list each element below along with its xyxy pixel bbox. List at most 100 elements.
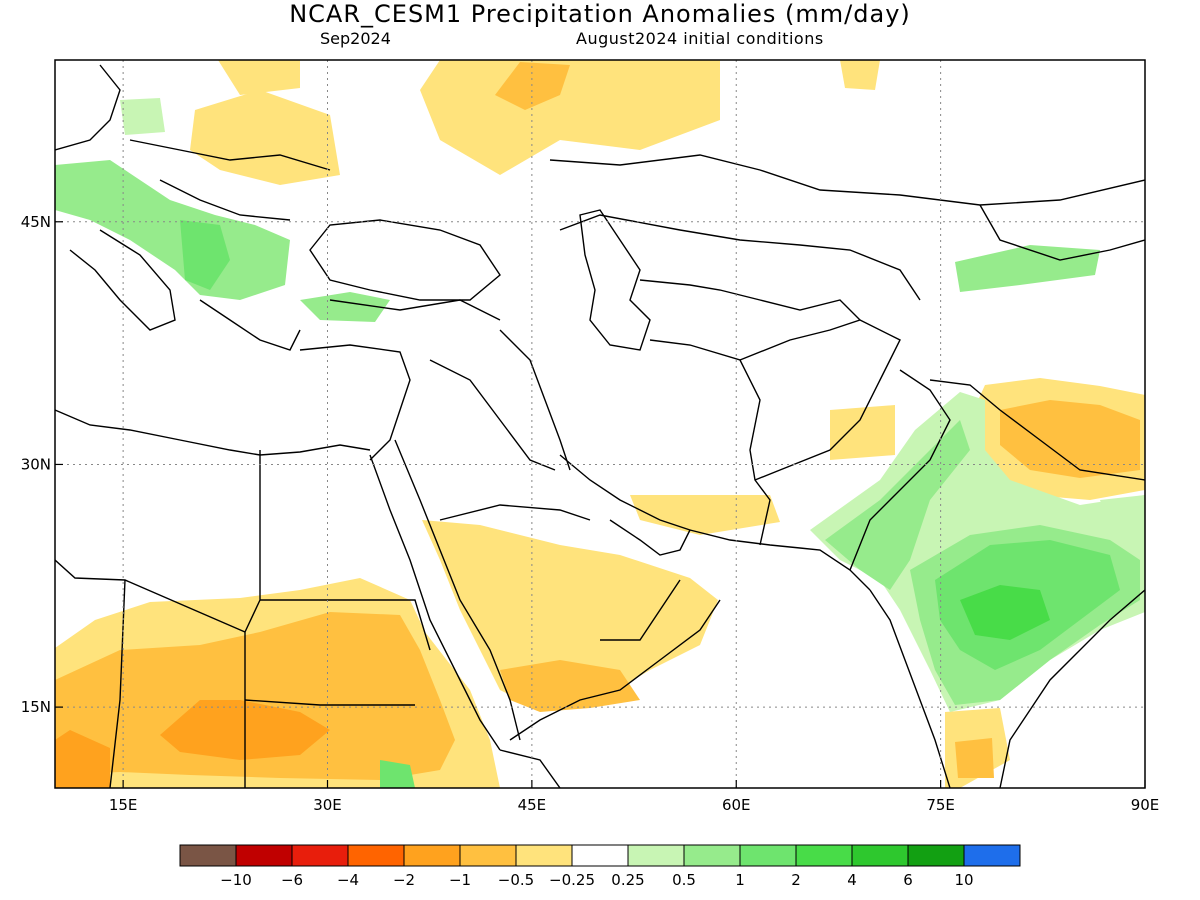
russia-dry-region — [420, 60, 720, 175]
colorbar-label: 1 — [735, 871, 745, 889]
border-africa-1 — [244, 450, 261, 788]
south-india-dry-core — [955, 738, 994, 778]
coastlines-borders — [55, 64, 1145, 788]
india-east-coast — [999, 589, 1145, 788]
x-tick-label: 60E — [722, 796, 751, 814]
east-india-wet-edge — [1100, 495, 1145, 530]
colorbar-label: −6 — [281, 871, 303, 889]
border-iraq-syria — [429, 359, 556, 471]
caspian-sea — [579, 209, 651, 351]
x-tick-label: 90E — [1131, 796, 1160, 814]
border-africa-5 — [244, 699, 415, 706]
north-africa-coast — [55, 409, 371, 456]
india-wet-mid — [825, 420, 970, 590]
colorbar-swatch — [907, 844, 965, 867]
border-africa-3 — [260, 599, 431, 651]
colorbar-label: −1 — [449, 871, 471, 889]
colorbar-label: 4 — [847, 871, 857, 889]
x-tick-label: 45E — [518, 796, 547, 814]
border-arabia-2 — [600, 579, 681, 641]
map-axes: 15E 30E 45E 60E 75E 90E 45N 30N 15N — [21, 213, 1160, 814]
y-tick-label: 30N — [21, 455, 51, 473]
himalaya-dry-core — [1000, 400, 1140, 478]
pakistan-dry-patch — [830, 405, 895, 460]
colorbar-label: 0.25 — [611, 871, 644, 889]
colorbar-swatch — [683, 844, 741, 867]
colorbar-swatch — [459, 844, 517, 867]
border-afghan — [739, 319, 901, 481]
central-india-wet-max — [960, 585, 1050, 640]
sahel-dry-core — [55, 612, 455, 780]
colorbar-label: −2 — [393, 871, 415, 889]
init-conditions-label: August2024 initial conditions — [576, 29, 824, 48]
colorbar-label: 0.5 — [672, 871, 696, 889]
colorbar-label: 10 — [954, 871, 973, 889]
greece-coast — [199, 299, 301, 351]
north-europe-dry — [218, 60, 300, 95]
balkans-wet-core — [180, 220, 230, 290]
black-sea — [309, 219, 501, 301]
map-title: NCAR_CESM1 Precipitation Anomalies (mm/d… — [289, 0, 911, 28]
border-central-asia — [639, 279, 861, 321]
colorbar-swatch — [403, 844, 461, 867]
colorbar-swatch — [851, 844, 909, 867]
arabia-dry-region — [422, 520, 718, 710]
colorbar-swatch — [739, 844, 797, 867]
map-gridlines — [55, 60, 1145, 788]
colorbar-label: −4 — [337, 871, 359, 889]
colorbar-swatch — [963, 844, 1021, 867]
colorbar-swatch — [627, 844, 685, 867]
colorbar-swatch — [515, 844, 573, 867]
x-tick-label: 30E — [313, 796, 342, 814]
border-pakistan-india — [849, 369, 951, 571]
border-europe-2 — [159, 179, 291, 221]
baltic-wet — [120, 98, 165, 135]
red-sea-east — [394, 439, 521, 741]
arabia-south-coast — [509, 599, 721, 741]
border-iran-2 — [649, 339, 771, 546]
border-turkey — [329, 299, 501, 321]
border-mongolia — [979, 204, 1145, 261]
colorbar-label: 6 — [903, 871, 913, 889]
horn-africa-coast — [499, 749, 561, 788]
y-tick-label: 15N — [21, 698, 51, 716]
valid-month-label: Sep2024 — [320, 29, 391, 48]
anomaly-shading — [55, 60, 1145, 788]
colorbar-swatch — [571, 844, 629, 867]
colorbar-label: −0.25 — [549, 871, 595, 889]
colorbar-swatch — [795, 844, 853, 867]
tibet-wet — [955, 245, 1100, 292]
border-arabia-1 — [439, 504, 591, 521]
central-asia-dry — [840, 60, 880, 90]
italy-coast — [69, 229, 176, 331]
india-west-coast — [869, 589, 951, 788]
europe-coast — [55, 64, 121, 151]
border-africa-2 — [55, 559, 246, 633]
border-kazakh — [559, 214, 921, 301]
colorbar: −10 −6 −4 −2 −1 −0.5 −0.25 0.25 0.5 1 2 4 6 10 — [179, 844, 1021, 889]
border-europe-1 — [129, 139, 331, 171]
border-india-china — [929, 379, 1145, 481]
x-tick-label: 75E — [926, 796, 955, 814]
colorbar-swatch — [235, 844, 293, 867]
colorbar-swatch — [291, 844, 349, 867]
gulf-dry-band — [630, 495, 780, 535]
colorbar-label: −0.5 — [498, 871, 534, 889]
levant-coast — [299, 344, 411, 461]
colorbar-label: 2 — [791, 871, 801, 889]
horn-wet-patch — [380, 760, 415, 788]
map-frame — [54, 59, 1146, 789]
yemen-dry-core — [500, 660, 640, 712]
border-iran-1 — [499, 329, 571, 471]
turkey-wet — [300, 292, 390, 322]
border-russia-kazakh — [549, 154, 1145, 206]
balkans-wet — [55, 160, 290, 300]
europe-dry-patch — [190, 90, 340, 185]
y-tick-label: 45N — [21, 213, 51, 231]
x-tick-label: 15E — [109, 796, 138, 814]
colorbar-swatch — [179, 844, 237, 867]
russia-dry-core — [495, 62, 570, 110]
colorbar-label: −10 — [220, 871, 252, 889]
red-sea-west — [369, 454, 501, 751]
